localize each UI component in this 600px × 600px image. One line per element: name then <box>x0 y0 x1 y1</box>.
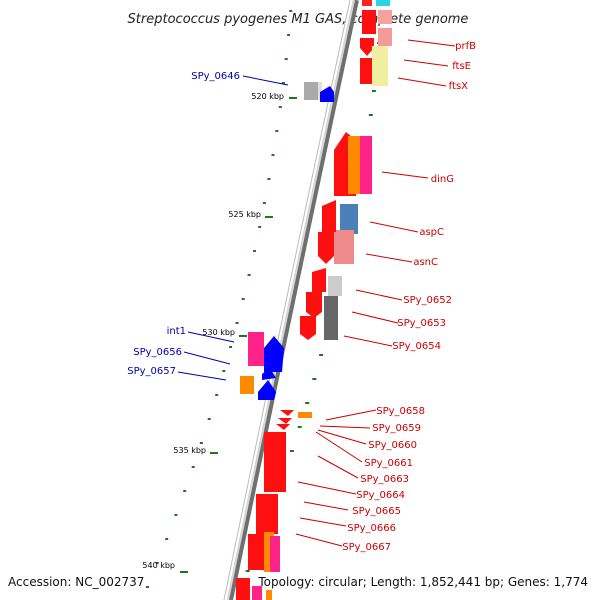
gene-label-spy-0665: SPy_0665 <box>303 501 401 517</box>
gene-label-spy-0653: SPy_0653 <box>351 311 446 329</box>
scale-label-525: 525 kbp <box>228 210 273 219</box>
svg-text:SPy_0660: SPy_0660 <box>368 440 417 451</box>
summary-text: Topology: circular; Length: 1,852,441 bp… <box>257 575 588 589</box>
svg-text:prfB: prfB <box>455 41 476 52</box>
svg-text:SPy_0659: SPy_0659 <box>372 423 421 434</box>
gene-label-spy-0657: SPy_0657 <box>127 366 227 381</box>
gene-label-spy-0658: SPy_0658 <box>325 406 425 421</box>
gene-label-spy-0656: SPy_0656 <box>133 347 231 365</box>
svg-text:asnC: asnC <box>413 257 438 268</box>
svg-text:SPy_0652: SPy_0652 <box>403 295 452 306</box>
svg-text:520 kbp: 520 kbp <box>251 92 284 101</box>
genome-backbone <box>223 0 359 600</box>
accession-text: Accession: NC_002737 <box>8 575 144 589</box>
svg-text:SPy_0657: SPy_0657 <box>127 366 176 377</box>
svg-text:int1: int1 <box>167 326 186 337</box>
scale-label-535: 535 kbp <box>173 446 218 455</box>
svg-text:535 kbp: 535 kbp <box>173 446 206 455</box>
gene-label-spy-0667: SPy_0667 <box>295 533 391 553</box>
svg-text:dinG: dinG <box>431 174 454 185</box>
gene-labels-left: SPy_0646 int1 SPy_0656 SPy_0657 <box>127 71 289 381</box>
svg-text:SPy_0665: SPy_0665 <box>352 506 401 517</box>
svg-text:540 kbp: 540 kbp <box>142 561 175 570</box>
gene-label-prfb: prfB <box>407 39 476 52</box>
gene-label-int1: int1 <box>167 326 235 343</box>
svg-text:SPy_0653: SPy_0653 <box>397 318 446 329</box>
gene-label-spy-0646: SPy_0646 <box>191 71 289 86</box>
svg-text:SPy_0654: SPy_0654 <box>392 341 441 352</box>
gene-label-ding: dinG <box>381 171 454 185</box>
gene-label-spy-0661: SPy_0661 <box>315 431 413 469</box>
gene-label-spy-0663: SPy_0663 <box>317 455 409 485</box>
scale-label-520: 520 kbp <box>251 92 297 101</box>
gene-label-spy-0664: SPy_0664 <box>297 481 405 501</box>
svg-text:SPy_0646: SPy_0646 <box>191 71 240 82</box>
gene-track-left <box>240 82 334 400</box>
svg-text:ftsX: ftsX <box>449 81 468 92</box>
svg-text:SPy_0656: SPy_0656 <box>133 347 182 358</box>
gene-label-ftsx: ftsX <box>397 77 468 92</box>
scale-dots-left <box>145 10 293 588</box>
gene-label-spy-0654: SPy_0654 <box>343 335 441 352</box>
gene-labels-right: prfB ftsE ftsX dinG aspC asnC SPy_0652 SPy_0653… <box>295 39 476 553</box>
scale-label-540: 540 kbp <box>142 561 188 573</box>
scale-label-530: 530 kbp <box>202 328 247 337</box>
gene-label-spy-0652: SPy_0652 <box>355 289 452 306</box>
gene-label-spy-0659: SPy_0659 <box>319 423 421 434</box>
svg-text:525 kbp: 525 kbp <box>228 210 261 219</box>
gene-label-aspc: aspC <box>369 221 444 238</box>
svg-text:SPy_0664: SPy_0664 <box>356 490 405 501</box>
svg-text:aspC: aspC <box>419 227 444 238</box>
svg-text:SPy_0666: SPy_0666 <box>347 523 396 534</box>
svg-text:SPy_0661: SPy_0661 <box>364 458 413 469</box>
gene-label-spy-0666: SPy_0666 <box>299 517 396 534</box>
svg-text:ftsE: ftsE <box>452 61 471 72</box>
svg-text:SPy_0663: SPy_0663 <box>360 474 409 485</box>
svg-text:530 kbp: 530 kbp <box>202 328 235 337</box>
gene-label-ftse: ftsE <box>403 59 471 72</box>
genome-title: Streptococcus pyogenes M1 GAS, complete … <box>128 12 469 27</box>
svg-text:SPy_0667: SPy_0667 <box>342 542 391 553</box>
gene-track-right <box>236 0 392 600</box>
gene-label-spy-0660: SPy_0660 <box>317 429 417 451</box>
svg-text:SPy_0658: SPy_0658 <box>376 406 425 417</box>
gene-label-asnc: asnC <box>365 253 438 268</box>
